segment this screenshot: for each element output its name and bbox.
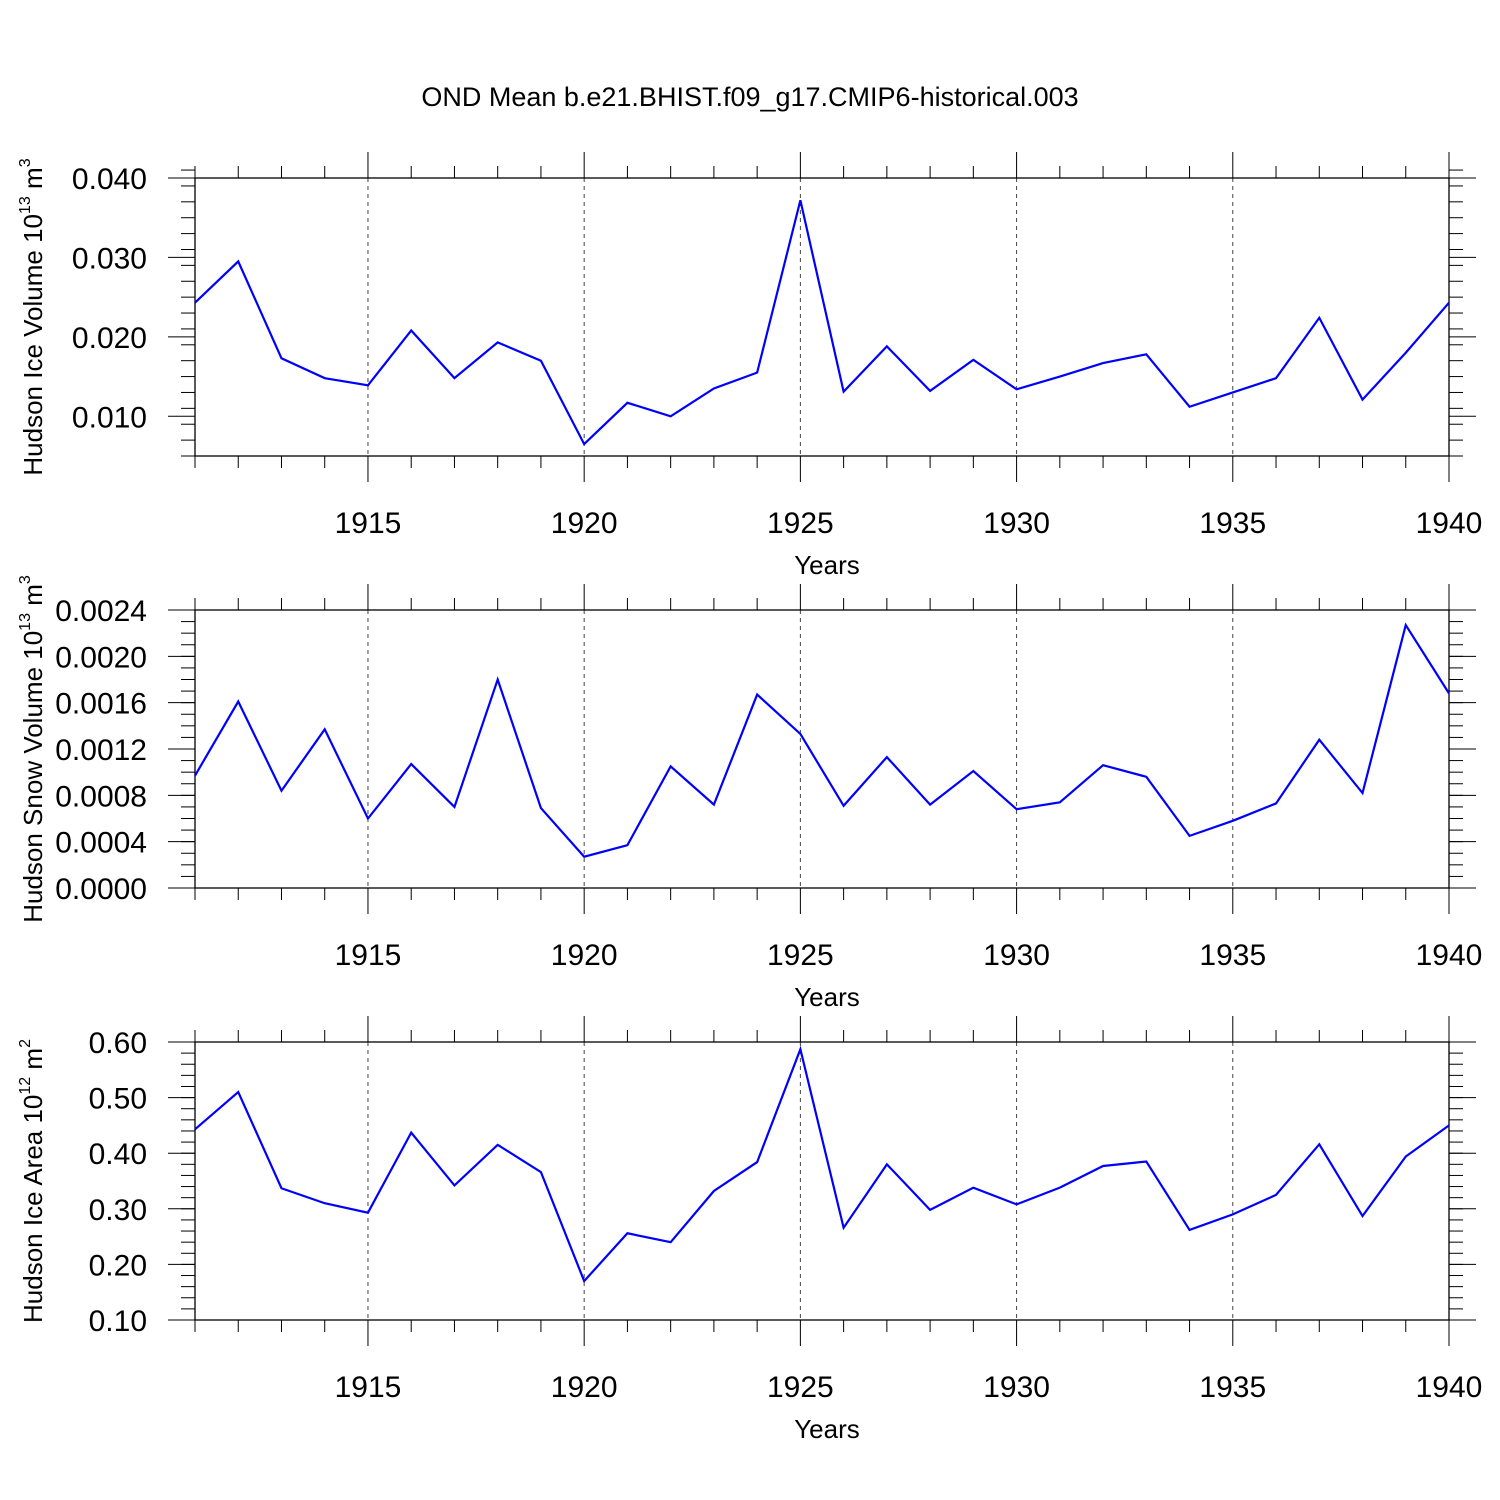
panel-3-ytick-label: 0.30 bbox=[89, 1194, 147, 1227]
panel-3-ytick-label: 0.60 bbox=[89, 1027, 147, 1060]
panel-2-xtick-label: 1940 bbox=[1416, 939, 1483, 972]
panel-2-ytick-label: 0.0024 bbox=[55, 595, 147, 628]
panel-3-plot-frame bbox=[194, 1041, 1450, 1321]
panel-2-ytick-label: 0.0008 bbox=[55, 780, 147, 813]
panel-1-y-axis-label-unit: m bbox=[18, 167, 48, 196]
panel-1-ytick-label: 0.010 bbox=[72, 401, 147, 434]
panel-2-ytick-label: 0.0020 bbox=[55, 641, 147, 674]
panel-3-y-axis-label-exp: 12 bbox=[17, 1077, 34, 1095]
panel-2-y-axis-label-unit: m bbox=[18, 584, 48, 613]
panel-2-y-axis-label-unit-exp: 3 bbox=[17, 575, 34, 584]
panel-2-y-axis-label-exp: 13 bbox=[17, 613, 34, 631]
panel-1-ytick-label: 0.020 bbox=[72, 322, 147, 355]
panel-3-x-axis-label: Years bbox=[794, 1414, 860, 1444]
panel-1-y-axis-label: Hudson Ice Volume 1013 m3 bbox=[17, 158, 48, 475]
panel-1-y-axis-label-unit-exp: 3 bbox=[17, 158, 34, 167]
panel-3-y-axis-label-base: Hudson Ice Area 10 bbox=[18, 1095, 48, 1323]
panel-3-series-line-1 bbox=[194, 1045, 1450, 1284]
panel-1-xtick-label: 1935 bbox=[1199, 507, 1266, 540]
panel-2-xtick-label: 1930 bbox=[983, 939, 1050, 972]
panel-3-ytick-label: 0.10 bbox=[89, 1305, 147, 1338]
panel-2-xtick-label: 1925 bbox=[767, 939, 834, 972]
panel-2: 0.0000 0.0004 0.0008 0.0012 0.0016 0.0020 0.00… bbox=[17, 575, 1482, 1012]
panel-1-plot-frame bbox=[194, 177, 1450, 457]
panel-1-x-axis-label: Years bbox=[794, 550, 860, 580]
panel-3-y-axis-label-unit-exp: 2 bbox=[17, 1039, 34, 1048]
panel-1-ytick-label: 0.040 bbox=[72, 163, 147, 196]
panel-1-ytick-label: 0.030 bbox=[72, 242, 147, 275]
panel-1-xtick-label: 1940 bbox=[1416, 507, 1483, 540]
panel-2-xtick-label: 1915 bbox=[335, 939, 402, 972]
panel-2-xtick-label: 1935 bbox=[1199, 939, 1266, 972]
panel-2-xtick-label: 1920 bbox=[551, 939, 618, 972]
panels: 0.010 0.020 0.030 0.040 1915 1920 1925 1930 1935… bbox=[17, 152, 1482, 1444]
panel-3-xtick-label: 1935 bbox=[1199, 1371, 1266, 1404]
panel-3-ytick-label: 0.40 bbox=[89, 1138, 147, 1171]
panel-1-y-axis-label-base: Hudson Ice Volume 10 bbox=[18, 214, 48, 476]
panel-3-xtick-label: 1930 bbox=[983, 1371, 1050, 1404]
panel-1: 0.010 0.020 0.030 0.040 1915 1920 1925 1930 1935… bbox=[17, 152, 1482, 580]
panel-3-ytick-label: 0.50 bbox=[89, 1083, 147, 1116]
panel-3-xtick-label: 1915 bbox=[335, 1371, 402, 1404]
panel-2-y-axis-label-base: Hudson Snow Volume 10 bbox=[18, 631, 48, 923]
panel-3: 0.10 0.20 0.30 0.40 0.50 0.60 1915 1920 1925 1930… bbox=[17, 1016, 1482, 1444]
panel-3-y-axis-label: Hudson Ice Area 1012 m2 bbox=[17, 1039, 48, 1323]
figure-title: OND Mean b.e21.BHIST.f09_g17.CMIP6-histo… bbox=[421, 82, 1078, 112]
panel-3-xtick-label: 1940 bbox=[1416, 1371, 1483, 1404]
panel-3-ytick-label: 0.20 bbox=[89, 1249, 147, 1282]
panel-2-ytick-label: 0.0012 bbox=[55, 734, 147, 767]
panel-3-y-axis-label-unit: m bbox=[18, 1048, 48, 1077]
panel-2-ytick-label: 0.0016 bbox=[55, 688, 147, 721]
panel-3-xtick-label: 1920 bbox=[551, 1371, 618, 1404]
panel-2-ytick-label: 0.0004 bbox=[55, 827, 147, 860]
panel-2-plot-frame bbox=[194, 609, 1450, 889]
panel-1-series-line-1 bbox=[194, 199, 1450, 446]
panel-1-xtick-label: 1925 bbox=[767, 507, 834, 540]
panel-2-y-axis-label: Hudson Snow Volume 1013 m3 bbox=[17, 575, 48, 923]
panel-2-x-axis-label: Years bbox=[794, 982, 860, 1012]
panel-1-y-axis-label-exp: 13 bbox=[17, 196, 34, 214]
panel-2-series-line-1 bbox=[194, 622, 1450, 858]
panel-1-xtick-label: 1915 bbox=[335, 507, 402, 540]
panel-2-ytick-label: 0.0000 bbox=[55, 873, 147, 906]
panel-1-xtick-label: 1930 bbox=[983, 507, 1050, 540]
panel-1-xtick-label: 1920 bbox=[551, 507, 618, 540]
panel-3-xtick-label: 1925 bbox=[767, 1371, 834, 1404]
